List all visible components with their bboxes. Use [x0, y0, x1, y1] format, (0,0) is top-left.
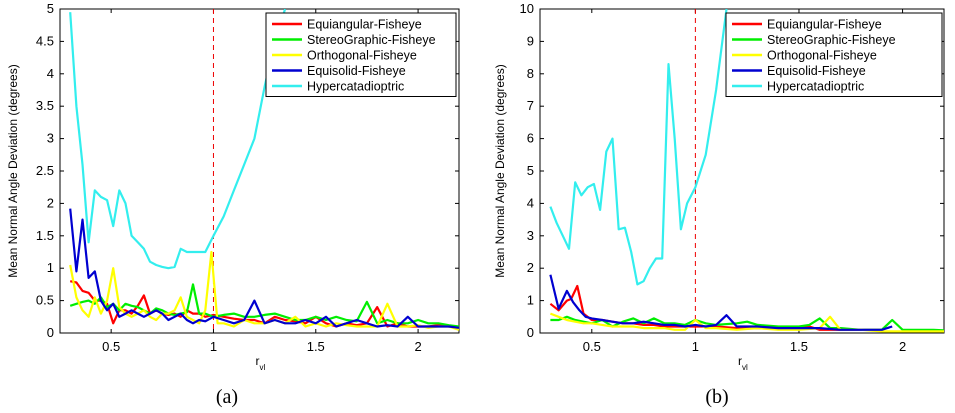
panel-caption: (b)	[705, 386, 728, 408]
series-line-equisolid-fisheye	[549, 274, 893, 331]
y-tick-label: 3	[47, 131, 54, 146]
legend: Equiangular-FisheyeStereoGraphic-Fisheye…	[265, 12, 457, 97]
x-tick-label: 2	[899, 339, 906, 354]
legend-label: Hypercatadioptric	[307, 80, 404, 94]
y-tick-label: 8	[527, 66, 534, 81]
y-tick-label: 2.5	[36, 163, 54, 178]
y-tick-label: 3.5	[36, 98, 54, 113]
legend-label: Orthogonal-Fisheye	[307, 49, 417, 63]
series-line-hypercatadioptric	[69, 9, 287, 270]
legend-label: Equiangular-Fisheye	[767, 18, 882, 32]
y-axis-label: Mean Normal Angle Deviation (degrees)	[6, 64, 20, 277]
x-tick-label: 1	[692, 339, 699, 354]
y-tick-label: 3	[527, 228, 534, 243]
legend-label: Equisolid-Fisheye	[307, 64, 406, 78]
y-tick-label: 5	[527, 163, 534, 178]
chart-panel-2: 0 1 2 3 4 5 6 7 8 9 10 0.5 1 1.5 2 Equiangular-FisheyeS…	[493, 1, 945, 408]
x-tick-label: 1.5	[307, 339, 325, 354]
chart-panel-1: 0 0.5 1 1.5 2 2.5 3 3.5 4 4.5 5 0.5 1 1.5 2 Equiangular…	[6, 1, 460, 408]
y-tick-label: 1	[47, 260, 54, 275]
legend-label: Orthogonal-Fisheye	[767, 49, 877, 63]
x-axis-label-main: r	[738, 354, 742, 368]
series-line-equisolid-fisheye	[69, 208, 459, 329]
x-tick-label: 0.5	[583, 339, 601, 354]
y-tick-label: 10	[520, 1, 534, 16]
y-tick-label: 1	[527, 293, 534, 308]
y-tick-label: 7	[527, 98, 534, 113]
x-tick-label: 2	[414, 339, 421, 354]
y-tick-label: 0	[47, 325, 54, 340]
y-tick-label: 0.5	[36, 293, 54, 308]
y-tick-label: 0	[527, 325, 534, 340]
x-axis-label-sub: vl	[260, 363, 266, 372]
y-tick-label: 5	[47, 1, 54, 16]
series-group	[69, 9, 459, 331]
series-line-hypercatadioptric	[549, 9, 728, 286]
y-tick-label: 1.5	[36, 228, 54, 243]
y-tick-label: 2	[527, 260, 534, 275]
x-tick-label: 1	[210, 339, 217, 354]
y-tick-label: 4.5	[36, 33, 54, 48]
legend-label: StereoGraphic-Fisheye	[767, 33, 896, 47]
x-axis-label-sub: vl	[742, 363, 748, 372]
series-group	[549, 9, 944, 333]
y-tick-label: 9	[527, 33, 534, 48]
legend-label: Hypercatadioptric	[767, 80, 864, 94]
y-tick-label: 2	[47, 195, 54, 210]
x-axis-label: rvl	[738, 354, 748, 372]
y-tick-label: 4	[527, 195, 534, 210]
y-tick-label: 4	[47, 66, 54, 81]
x-axis-label: rvl	[256, 354, 266, 372]
legend-label: Equisolid-Fisheye	[767, 64, 866, 78]
y-axis-label: Mean Normal Angle Deviation (degrees)	[493, 64, 507, 277]
legend-label: Equiangular-Fisheye	[307, 18, 422, 32]
y-tick-label: 6	[527, 131, 534, 146]
x-tick-label: 0.5	[102, 339, 120, 354]
legend: Equiangular-FisheyeStereoGraphic-Fisheye…	[725, 12, 943, 97]
legend-label: StereoGraphic-Fisheye	[307, 33, 436, 47]
x-axis-label-main: r	[256, 354, 260, 368]
x-tick-label: 1.5	[790, 339, 808, 354]
panel-caption: (a)	[216, 386, 238, 408]
